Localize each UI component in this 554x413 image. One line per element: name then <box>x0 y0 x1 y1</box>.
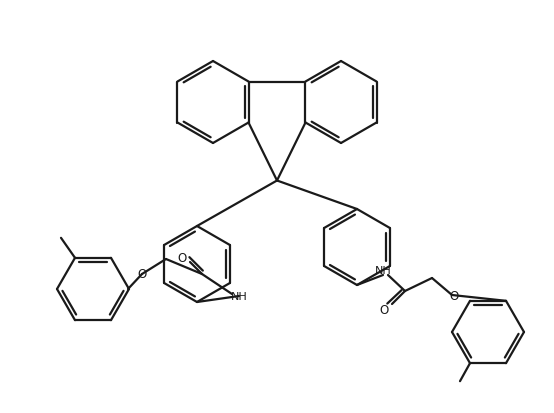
Text: O: O <box>177 252 187 265</box>
Text: O: O <box>379 303 388 316</box>
Text: NH: NH <box>230 291 248 301</box>
Text: NH: NH <box>375 266 391 275</box>
Text: O: O <box>449 289 459 302</box>
Text: O: O <box>137 268 147 281</box>
